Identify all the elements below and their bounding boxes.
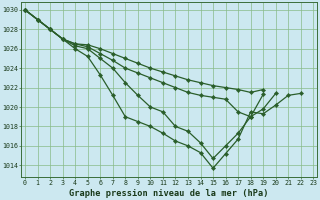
X-axis label: Graphe pression niveau de la mer (hPa): Graphe pression niveau de la mer (hPa)	[69, 189, 269, 198]
